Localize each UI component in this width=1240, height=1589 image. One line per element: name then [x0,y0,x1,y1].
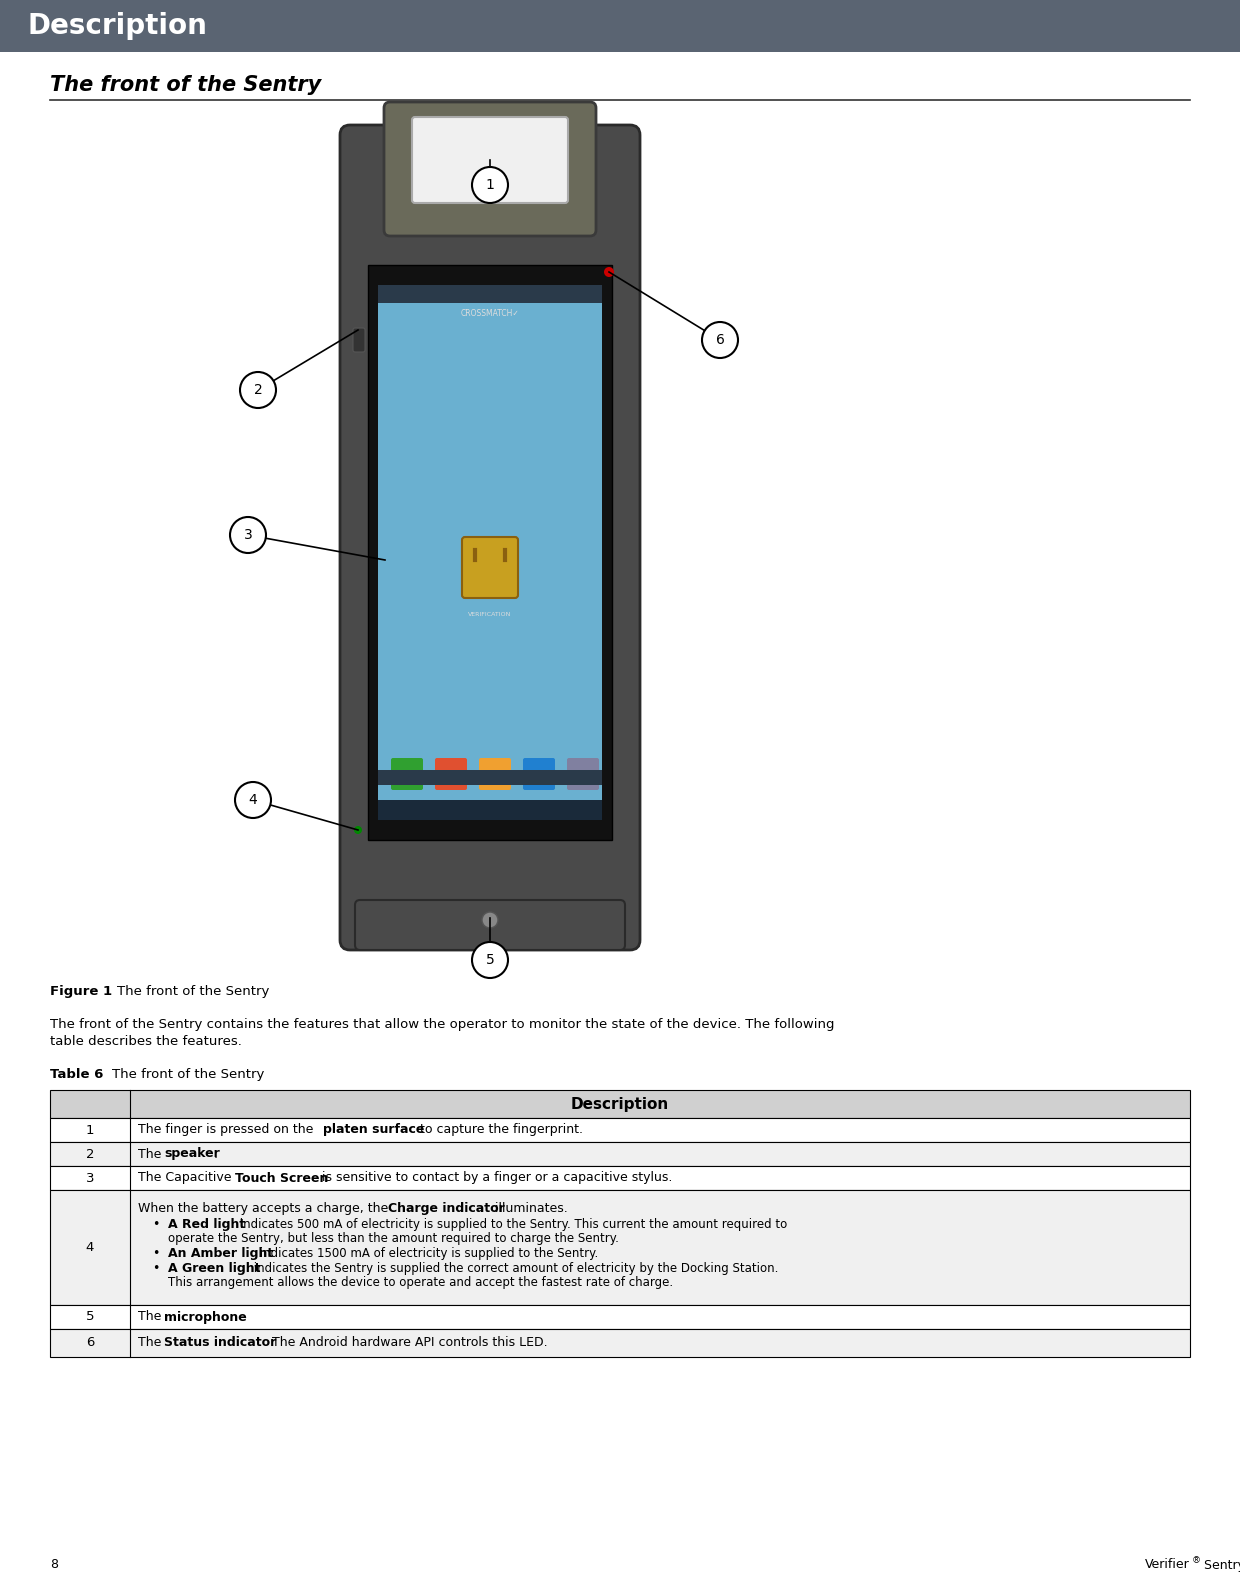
Text: The front of the Sentry: The front of the Sentry [95,1068,264,1081]
Bar [50,1142,1190,1166]
Bar [378,284,601,303]
Circle shape [236,782,272,818]
Text: 8: 8 [50,1559,58,1572]
Text: Charge indicator: Charge indicator [388,1201,505,1216]
Circle shape [241,372,277,408]
FancyBboxPatch shape [479,758,511,790]
Text: Description: Description [570,1096,670,1111]
Bar [368,265,613,841]
Text: indicates 500 mA of electricity is supplied to the Sentry. This current the amou: indicates 500 mA of electricity is suppl… [236,1219,787,1231]
Text: ®: ® [1192,1557,1202,1565]
Text: A Red light: A Red light [167,1219,246,1231]
Text: operate the Sentry, but less than the amount required to charge the Sentry.: operate the Sentry, but less than the am… [167,1231,619,1246]
Text: 6: 6 [86,1336,94,1349]
Circle shape [229,516,267,553]
Text: VERIFICATION: VERIFICATION [469,612,512,618]
Text: 2: 2 [254,383,263,397]
Text: 6: 6 [715,334,724,346]
Text: microphone: microphone [164,1311,247,1324]
Text: 2: 2 [86,1147,94,1160]
FancyBboxPatch shape [353,327,365,353]
Text: An Amber light: An Amber light [167,1247,273,1260]
FancyBboxPatch shape [355,899,625,950]
Text: illuminates.: illuminates. [491,1201,568,1216]
FancyBboxPatch shape [523,758,556,790]
Bar [50,1190,1190,1305]
FancyBboxPatch shape [412,118,568,203]
Circle shape [482,912,498,928]
Text: Sentry Operator Manual 870391 V1.1: Sentry Operator Manual 870391 V1.1 [1200,1559,1240,1572]
Text: 3: 3 [86,1171,94,1184]
Text: Figure 1: Figure 1 [50,985,112,998]
FancyBboxPatch shape [463,537,518,597]
Text: 1: 1 [486,178,495,192]
Text: Verifier: Verifier [1146,1559,1190,1572]
Text: 4: 4 [86,1241,94,1254]
Text: A Green light: A Green light [167,1262,260,1274]
Bar [50,1119,1190,1142]
Text: This arrangement allows the device to operate and accept the fastest rate of cha: This arrangement allows the device to op… [167,1276,673,1289]
Text: CROSSMATCH✓: CROSSMATCH✓ [460,308,520,318]
FancyBboxPatch shape [391,758,423,790]
Text: . The Android hardware API controls this LED.: . The Android hardware API controls this… [264,1336,548,1349]
Bar [50,1328,1190,1357]
FancyBboxPatch shape [435,758,467,790]
Text: 1: 1 [86,1123,94,1136]
Bar [50,1305,1190,1328]
Circle shape [702,323,738,358]
Text: •: • [153,1247,169,1260]
Text: Touch Screen: Touch Screen [236,1171,329,1184]
Text: to capture the fingerprint.: to capture the fingerprint. [415,1123,583,1136]
Text: is sensitive to contact by a finger or a capacitive stylus.: is sensitive to contact by a finger or a… [317,1171,672,1184]
Circle shape [604,267,614,276]
Text: Description: Description [29,13,208,40]
Text: platen surface: platen surface [322,1123,424,1136]
Bar [378,771,601,785]
Bar [378,799,601,820]
Text: •: • [153,1262,169,1274]
Text: The: The [138,1336,165,1349]
FancyBboxPatch shape [384,102,596,237]
Bar [378,284,601,820]
FancyBboxPatch shape [340,126,640,950]
Bar [50,1090,1190,1119]
Text: The: The [138,1147,165,1160]
Text: The front of the Sentry contains the features that allow the operator to monitor: The front of the Sentry contains the fea… [50,1019,835,1049]
Text: When the battery accepts a charge, the: When the battery accepts a charge, the [138,1201,392,1216]
Text: 5: 5 [486,953,495,968]
Circle shape [472,942,508,977]
Text: Table 6: Table 6 [50,1068,103,1081]
Text: The finger is pressed on the: The finger is pressed on the [138,1123,317,1136]
Text: The front of the Sentry: The front of the Sentry [100,985,269,998]
Text: The: The [138,1311,165,1324]
Text: indicates the Sentry is supplied the correct amount of electricity by the Dockin: indicates the Sentry is supplied the cor… [250,1262,779,1274]
Text: .: . [215,1147,218,1160]
Text: indicates 1500 mA of electricity is supplied to the Sentry.: indicates 1500 mA of electricity is supp… [255,1247,598,1260]
Circle shape [472,167,508,203]
Text: .: . [234,1311,238,1324]
FancyBboxPatch shape [0,0,1240,52]
Text: 3: 3 [243,528,253,542]
FancyBboxPatch shape [567,758,599,790]
Text: The front of the Sentry: The front of the Sentry [50,75,321,95]
Bar [50,1166,1190,1190]
Text: 5: 5 [86,1311,94,1324]
Text: speaker: speaker [164,1147,219,1160]
Text: 4: 4 [249,793,258,807]
Text: •: • [153,1219,169,1231]
Circle shape [353,826,362,834]
Text: The Capacitive: The Capacitive [138,1171,236,1184]
Text: Status indicator: Status indicator [164,1336,277,1349]
